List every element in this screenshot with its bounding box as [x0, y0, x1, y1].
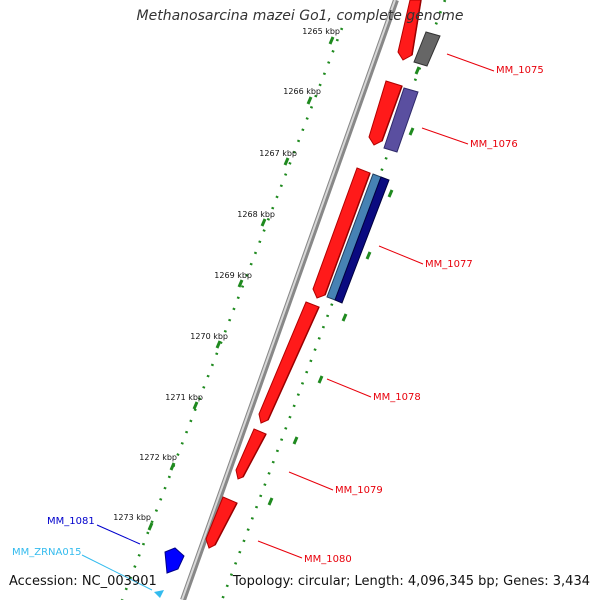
axis-label-1266: 1266 kbp: [283, 87, 321, 96]
accession-text: Accession: NC_003901: [9, 574, 157, 589]
axis-label-1265: 1265 kbp: [302, 27, 340, 36]
cog-features: [326, 31, 441, 304]
gene-MM_1076: [368, 80, 403, 146]
axis-label-1269: 1269 kbp: [214, 271, 252, 280]
scale-ticks: [147, 36, 335, 531]
leader-lines: [81, 53, 495, 591]
axis-label-1268: 1268 kbp: [237, 210, 275, 219]
cog-bar-grey: [413, 31, 441, 67]
gene-label-MM_1078: MM_1078: [373, 392, 421, 403]
map-title: Methanosarcina mazei Go1, complete genom…: [136, 8, 464, 24]
gene-label-MM_1075: MM_1075: [496, 65, 544, 76]
gene-label-MM_1081: MM_1081: [47, 516, 95, 527]
axis-label-1270: 1270 kbp: [190, 332, 228, 341]
cds-features: [205, 0, 422, 549]
gene-label-MM_ZRNA015: MM_ZRNA015: [12, 547, 81, 558]
gene-MM_1079: [235, 428, 267, 480]
axis-label-1273: 1273 kbp: [113, 513, 151, 522]
axis-label-1267: 1267 kbp: [259, 149, 297, 158]
axis-label-1272: 1272 kbp: [139, 453, 177, 462]
gene-MM_1081: [164, 547, 185, 574]
cog-bar-navy: [334, 176, 390, 304]
gene-label-MM_1076: MM_1076: [470, 139, 518, 150]
cog-bar-purple: [383, 87, 419, 153]
gene-label-MM_1080: MM_1080: [304, 554, 352, 565]
topology-text: Topology: circular; Length: 4,096,345 bp…: [232, 574, 590, 589]
axis-label-1271: 1271 kbp: [165, 393, 203, 402]
genome-backbone: [180, 0, 399, 602]
gene-labels: MM_1075 MM_1076 MM_1077 MM_1078 MM_1079 …: [12, 65, 544, 565]
gene-MM_1078: [258, 301, 320, 424]
gene-MM_1077: [312, 167, 371, 299]
gene-MM_1080: [205, 496, 238, 549]
gene-MM_1075: [397, 0, 422, 61]
axis-labels: 1265 kbp 1266 kbp 1267 kbp 1268 kbp 1269…: [113, 27, 340, 522]
gene-label-MM_1079: MM_1079: [335, 485, 383, 496]
gene-label-MM_1077: MM_1077: [425, 259, 473, 270]
feature-track-ticks: [267, 66, 421, 506]
gene-MM_ZRNA015: [154, 590, 164, 598]
